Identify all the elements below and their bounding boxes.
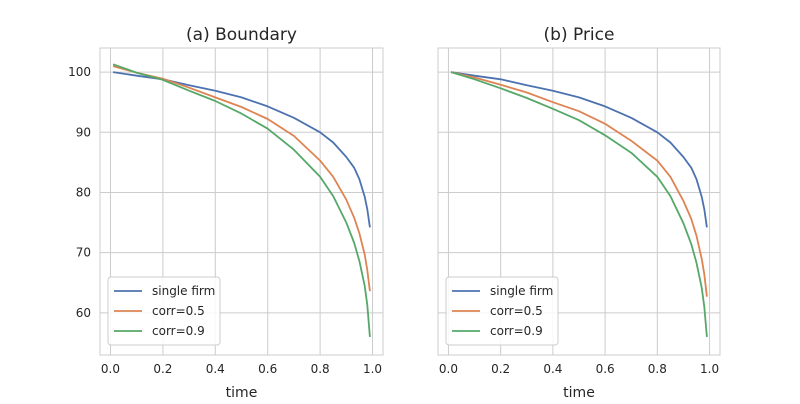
plot-frame — [99, 47, 384, 356]
legend-label: corr=0.9 — [490, 324, 543, 338]
x-tick-label: 0.0 — [101, 362, 120, 376]
x-axis-label: time — [563, 385, 595, 400]
chart-title: (b) Price — [544, 25, 615, 45]
legend-label: single firm — [490, 284, 553, 298]
x-tick-label: 0.8 — [311, 362, 330, 376]
x-tick-label: 0.8 — [648, 362, 667, 376]
x-tick-label: 0.2 — [153, 362, 172, 376]
y-tick-label: 70 — [76, 246, 91, 260]
series-line-2 — [112, 65, 371, 292]
plot-frame — [437, 47, 721, 356]
y-tick-label: 100 — [68, 65, 91, 79]
x-tick-label: 0.6 — [258, 362, 277, 376]
chart-title: (a) Boundary — [186, 25, 297, 45]
x-tick-label: 0.6 — [596, 362, 615, 376]
legend-box — [445, 276, 559, 346]
series-line-3 — [450, 71, 708, 337]
x-tick-label: 1.0 — [700, 362, 719, 376]
legend-label: corr=0.5 — [490, 304, 543, 318]
series-line-3 — [112, 63, 371, 337]
x-tick-label: 0.0 — [439, 362, 458, 376]
legend: single firm corr=0.5 corr=0.9 — [107, 276, 221, 346]
chart-panel-1: 0.0 0.2 0.4 0.6 0.8 1.0 60 70 80 90 100 (a) Boundar… — [68, 25, 384, 401]
chart-panel-2: 0.0 0.2 0.4 0.6 0.8 1.0 (b) Price time single fi… — [437, 25, 721, 401]
y-tick-label: 90 — [76, 125, 91, 139]
x-tick-label: 0.4 — [206, 362, 225, 376]
series-line-2 — [450, 71, 708, 297]
x-tick-label: 1.0 — [363, 362, 382, 376]
x-tick-label: 0.4 — [543, 362, 562, 376]
legend: single firm corr=0.5 corr=0.9 — [445, 276, 559, 346]
x-axis-label: time — [226, 385, 258, 400]
x-tick-label: 0.2 — [491, 362, 510, 376]
y-tick-label: 80 — [76, 185, 91, 199]
legend-box — [107, 276, 221, 346]
legend-label: corr=0.5 — [152, 304, 205, 318]
legend-label: corr=0.9 — [152, 324, 205, 338]
y-tick-label: 60 — [76, 306, 91, 320]
legend-label: single firm — [152, 284, 215, 298]
series-line-1 — [450, 71, 708, 228]
